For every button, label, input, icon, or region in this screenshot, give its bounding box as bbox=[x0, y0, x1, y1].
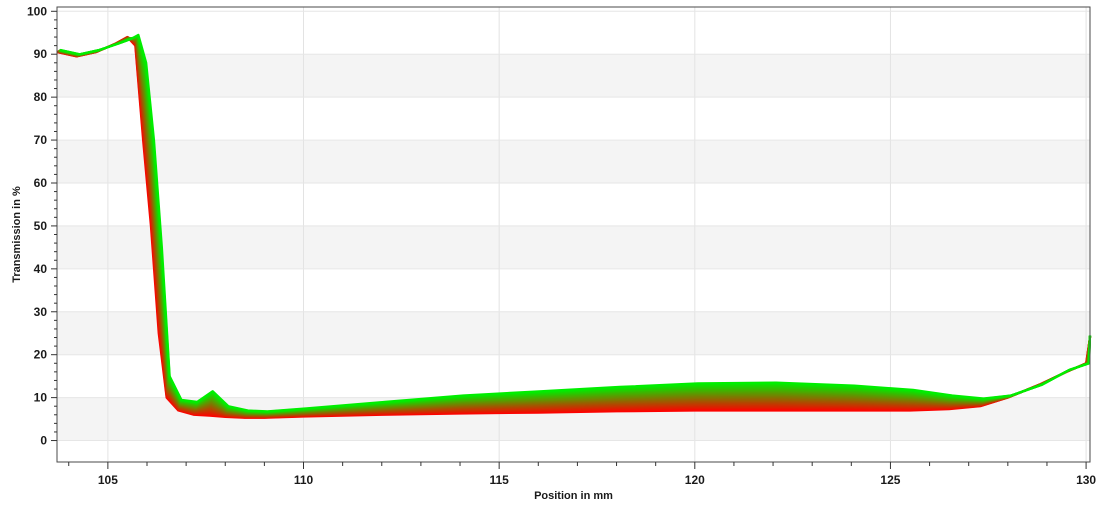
x-tick-label: 105 bbox=[98, 473, 118, 487]
x-tick-label: 130 bbox=[1076, 473, 1096, 487]
x-tick-label: 115 bbox=[489, 473, 509, 487]
x-tick-label: 110 bbox=[294, 473, 314, 487]
y-tick-label: 90 bbox=[34, 47, 48, 61]
x-tick-label: 120 bbox=[685, 473, 705, 487]
y-axis: 0 10 20 30 40 50 60 70 80 90 100 bbox=[27, 4, 57, 448]
series-layer bbox=[56, 33, 1092, 419]
y-tick-label: 30 bbox=[34, 305, 48, 319]
y-tick-label: 100 bbox=[27, 4, 47, 18]
y-tick-label: 10 bbox=[34, 391, 48, 405]
y-tick-label: 0 bbox=[40, 434, 47, 448]
y-tick-label: 80 bbox=[34, 90, 48, 104]
grid-band bbox=[57, 311, 1090, 355]
y-tick-label: 60 bbox=[34, 176, 48, 190]
y-tick-label: 70 bbox=[34, 133, 48, 147]
grid-band bbox=[57, 54, 1090, 98]
grid-band bbox=[57, 140, 1090, 183]
y-axis-title: Transmission in % bbox=[11, 186, 23, 283]
y-tick-label: 50 bbox=[34, 219, 48, 233]
x-axis: 105 110 115 120 125 130 bbox=[68, 462, 1096, 487]
x-axis-title: Position in mm bbox=[534, 490, 613, 502]
grid-band bbox=[57, 225, 1090, 269]
y-tick-label: 20 bbox=[34, 348, 48, 362]
series-line bbox=[59, 33, 1092, 413]
x-tick-label: 125 bbox=[880, 473, 900, 487]
y-tick-label: 40 bbox=[34, 262, 48, 276]
